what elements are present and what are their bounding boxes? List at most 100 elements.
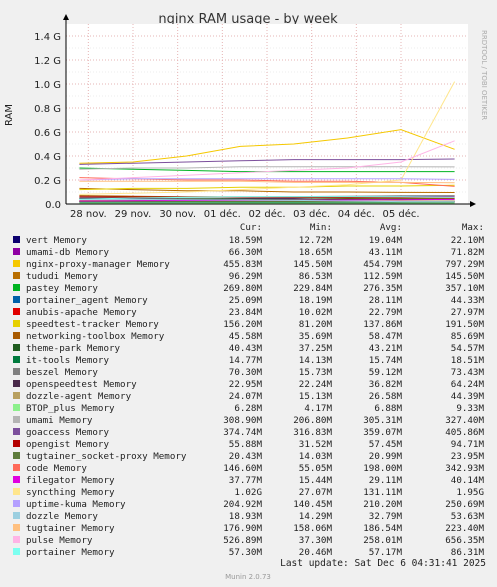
legend-swatch xyxy=(13,368,20,375)
legend-value-max: 85.69M xyxy=(451,331,485,342)
legend-value-avg: 43.11M xyxy=(369,247,403,258)
y-tick-label: 0.4 G xyxy=(34,152,61,163)
legend-value-max: 86.31M xyxy=(451,547,485,558)
legend-series-name: pastey Memory xyxy=(26,283,98,294)
legend-value-min: 12.72M xyxy=(299,235,333,246)
legend-value-cur: 18.59M xyxy=(229,235,263,246)
legend-value-avg: 131.11M xyxy=(363,487,402,498)
legend-value-max: 357.10M xyxy=(445,283,484,294)
legend-value-cur: 526.89M xyxy=(223,535,262,546)
legend-series-name: theme-park Memory xyxy=(26,343,121,354)
legend-value-cur: 57.30M xyxy=(229,547,263,558)
legend-value-max: 53.63M xyxy=(451,511,485,522)
legend-value-max: 223.40M xyxy=(445,523,484,534)
legend-swatch xyxy=(13,356,20,363)
legend-value-min: 81.20M xyxy=(299,319,333,330)
legend-value-min: 140.45M xyxy=(293,499,332,510)
legend-series-name: dozzle-agent Memory xyxy=(26,391,132,402)
legend-value-max: 71.82M xyxy=(451,247,485,258)
legend-series-name: filegator Memory xyxy=(26,475,115,486)
legend-swatch xyxy=(13,428,20,435)
legend-header: Cur: xyxy=(240,222,262,233)
y-tick-label: 1.0 G xyxy=(34,80,61,91)
legend-series-name: umami Memory xyxy=(26,415,93,426)
rrdtool-credit: RRDTOOL / TOBI OETIKER xyxy=(480,30,488,120)
x-tick-label: 28 nov. xyxy=(70,209,107,220)
legend-value-avg: 137.86M xyxy=(363,319,402,330)
legend-value-cur: 96.29M xyxy=(229,271,263,282)
legend-value-min: 15.44M xyxy=(299,475,333,486)
legend-swatch xyxy=(13,452,20,459)
legend-value-max: 797.29M xyxy=(445,259,484,270)
series-line-23 xyxy=(79,198,455,203)
legend-value-min: 86.53M xyxy=(299,271,333,282)
legend-value-max: 40.14M xyxy=(451,475,485,486)
legend-value-cur: 37.77M xyxy=(229,475,263,486)
series-line-16 xyxy=(79,158,455,165)
legend-swatch xyxy=(13,488,20,495)
series-line-26 xyxy=(79,196,455,200)
legend-value-min: 158.06M xyxy=(293,523,332,534)
legend-value-cur: 66.30M xyxy=(229,247,263,258)
series-line-2 xyxy=(79,129,455,164)
legend-value-cur: 24.07M xyxy=(229,391,263,402)
series-lines xyxy=(79,81,456,204)
legend-swatch xyxy=(13,320,20,327)
legend-value-avg: 198.00M xyxy=(363,463,402,474)
legend-value-min: 229.84M xyxy=(293,283,332,294)
legend-value-min: 15.13M xyxy=(299,391,333,402)
legend-swatch xyxy=(13,500,20,507)
legend-value-cur: 18.93M xyxy=(229,511,263,522)
legend-value-avg: 186.54M xyxy=(363,523,402,534)
legend-value-max: 27.97M xyxy=(451,307,485,318)
legend-series-name: opengist Memory xyxy=(26,439,109,450)
series-line-22 xyxy=(79,178,455,181)
legend-swatch xyxy=(13,284,20,291)
legend-value-min: 10.02M xyxy=(299,307,333,318)
legend-value-cur: 70.30M xyxy=(229,367,263,378)
legend-value-min: 15.73M xyxy=(299,367,333,378)
legend-header: Min: xyxy=(310,222,332,233)
legend-value-avg: 29.11M xyxy=(369,475,403,486)
series-line-25 xyxy=(79,140,455,181)
y-tick-label: 1.2 G xyxy=(34,56,61,67)
legend-series-name: BTOP_plus Memory xyxy=(26,403,115,414)
y-axis-label: RAM xyxy=(4,104,15,126)
x-tick-label: 03 déc. xyxy=(293,208,330,220)
y-tick-label: 0.8 G xyxy=(34,104,61,115)
legend-swatch xyxy=(13,476,20,483)
legend-value-cur: 55.88M xyxy=(229,439,263,450)
legend-series-name: umami-db Memory xyxy=(26,247,109,258)
x-tick-label: 02 déc. xyxy=(248,208,285,220)
legend-header: Max: xyxy=(462,222,484,233)
legend-series-name: beszel Memory xyxy=(26,367,98,378)
legend-value-avg: 22.79M xyxy=(369,307,403,318)
legend-value-avg: 258.01M xyxy=(363,535,402,546)
legend: Cur: Min: Avg: Max:vert Memory 18.59M 12.72M 1… xyxy=(13,222,484,558)
legend-value-cur: 22.95M xyxy=(229,379,263,390)
legend-value-min: 14.03M xyxy=(299,451,333,462)
legend-swatch xyxy=(13,344,20,351)
legend-series-name: tugtainer Memory xyxy=(26,523,115,534)
series-line-21 xyxy=(79,81,456,195)
legend-series-name: vert Memory xyxy=(26,235,87,246)
legend-value-min: 37.25M xyxy=(299,343,333,354)
series-line-7 xyxy=(79,184,455,191)
legend-swatch xyxy=(13,512,20,519)
munin-version: Munin 2.0.73 xyxy=(225,573,271,581)
legend-value-avg: 276.35M xyxy=(363,283,402,294)
legend-value-avg: 36.82M xyxy=(369,379,403,390)
legend-value-min: 18.19M xyxy=(299,295,333,306)
legend-value-max: 23.95M xyxy=(451,451,485,462)
legend-swatch xyxy=(13,248,20,255)
legend-value-max: 22.10M xyxy=(451,235,485,246)
legend-swatch xyxy=(13,548,20,555)
legend-value-cur: 14.77M xyxy=(229,355,263,366)
legend-value-max: 656.35M xyxy=(445,535,484,546)
legend-series-name: dozzle Memory xyxy=(26,511,98,522)
x-tick-label: 29 nov. xyxy=(115,209,152,220)
legend-swatch xyxy=(13,524,20,531)
legend-value-cur: 146.60M xyxy=(223,463,262,474)
